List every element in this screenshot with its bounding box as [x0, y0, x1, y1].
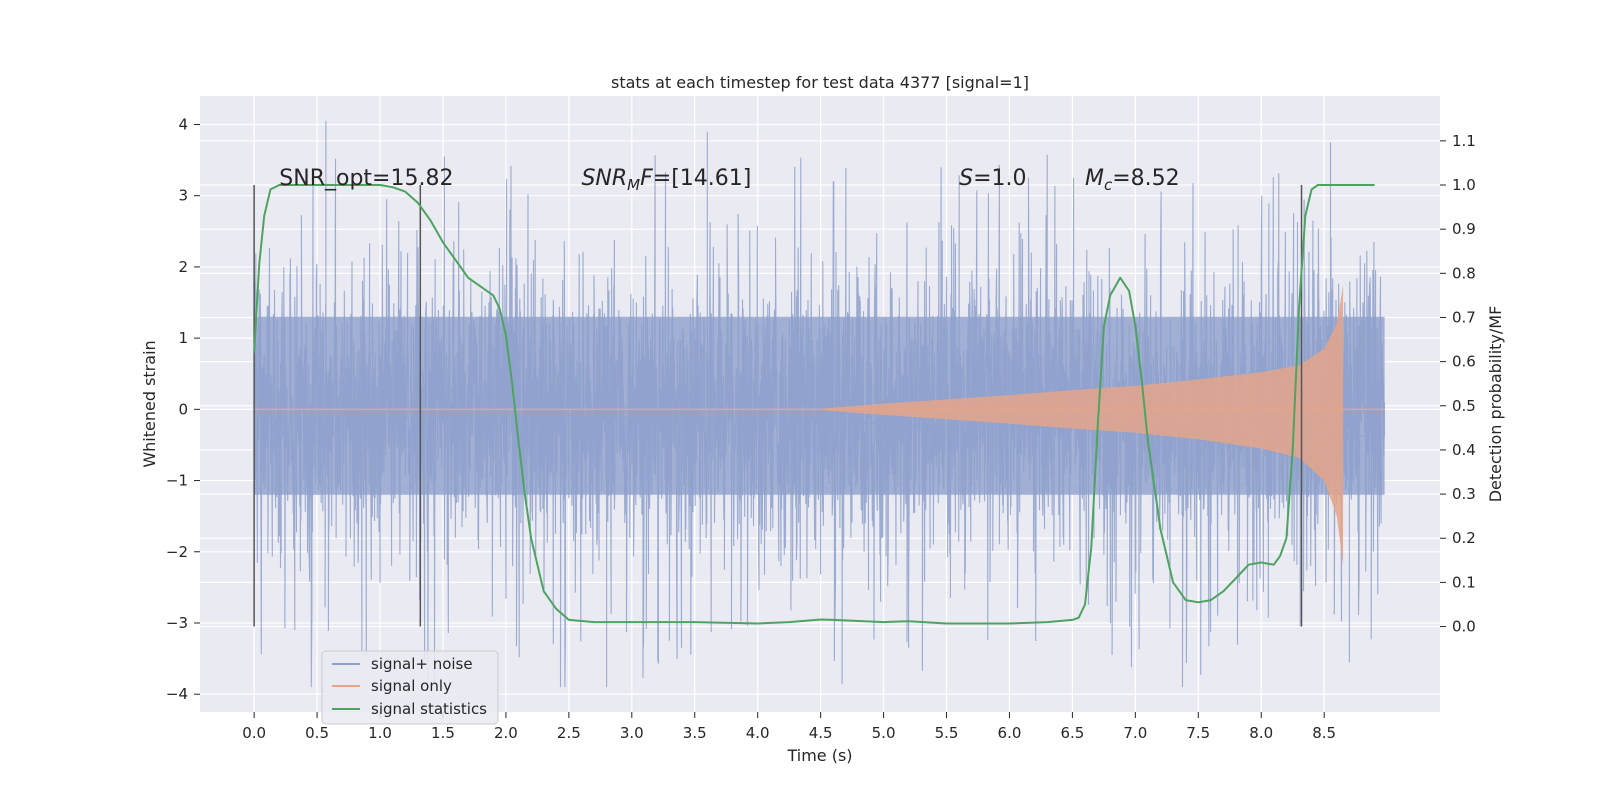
x-tick-label: 8.0	[1249, 724, 1273, 742]
y-left-tick-label: 3	[178, 187, 188, 205]
annotation-snr-mf: SNRMF=[14.61]	[581, 166, 751, 194]
x-tick-label: 0.5	[305, 724, 329, 742]
y-right-tick-label: 0.6	[1452, 353, 1476, 371]
y-right-tick-label: 0.4	[1452, 441, 1476, 459]
stats-line	[253, 184, 1375, 625]
x-tick-label: 6.0	[998, 724, 1022, 742]
x-tick-labels: 0.0 0.5 1.0 1.5 2.0 2.5 3.0 3.5 4.0 4.5 5.0 5.5 6.0 6…	[242, 712, 1336, 742]
y-left-tick-label: −2	[166, 543, 188, 561]
noise-line	[253, 120, 1385, 688]
y-right-tick-label: 0.9	[1452, 220, 1476, 238]
annotation-snr-opt: SNR_opt=15.82	[279, 166, 453, 191]
x-tick-label: 3.5	[683, 724, 707, 742]
x-tick-label: 2.0	[494, 724, 518, 742]
y-right-tick-label: 0.7	[1452, 308, 1476, 326]
y-left-tick-label: 4	[178, 115, 188, 133]
x-tick-label: 7.0	[1123, 724, 1147, 742]
y-left-tick-label: 2	[178, 258, 188, 276]
y-left-tick-label: 0	[178, 400, 188, 418]
x-tick-label: 5.5	[935, 724, 959, 742]
y-right-axis-label: Detection probability/MF	[1486, 306, 1505, 503]
y-right-tick-label: 0.8	[1452, 264, 1476, 282]
y-right-tick-label: 0.5	[1452, 397, 1476, 415]
y-right-tick-label: 0.3	[1452, 485, 1476, 503]
signal-envelope	[820, 284, 1344, 566]
x-axis-label: Time (s)	[786, 746, 852, 765]
x-tick-label: 4.5	[809, 724, 833, 742]
x-tick-label: 4.0	[746, 724, 770, 742]
legend-label-signal: signal only	[371, 677, 452, 695]
series-signal-statistics	[253, 184, 1375, 625]
x-tick-label: 5.0	[872, 724, 896, 742]
x-tick-label: 1.0	[368, 724, 392, 742]
x-tick-label: 1.5	[431, 724, 455, 742]
legend-label-noise: signal+ noise	[371, 655, 473, 673]
y-left-tick-label: 1	[178, 329, 188, 347]
y-right-tick-label: 1.1	[1452, 132, 1476, 150]
y-right-tick-labels: 1.1 1.0 0.9 0.8 0.7 0.6 0.5 0.4 0.3 0.2 0.1 0.0	[1440, 132, 1476, 636]
annotations: SNR_opt=15.82 SNRMF=[14.61] S=1.0 Mc=8.52	[279, 166, 1179, 194]
series-signal-only	[254, 284, 1385, 566]
legend: signal+ noise signal only signal statist…	[321, 650, 499, 725]
y-left-axis-label: Whitened strain	[140, 340, 159, 467]
x-tick-label: 0.0	[242, 724, 266, 742]
annotation-s-value: S=1.0	[959, 166, 1026, 191]
y-right-tick-label: 1.0	[1452, 176, 1476, 194]
y-left-tick-label: −4	[166, 685, 188, 703]
y-left-tick-label: −3	[166, 614, 188, 632]
y-left-tick-labels: 4 3 2 1 0 −1 −2 −3 −4	[166, 115, 200, 703]
x-tick-label: 2.5	[557, 724, 581, 742]
y-right-tick-label: 0.1	[1452, 573, 1476, 591]
x-tick-label: 8.5	[1312, 724, 1336, 742]
chart-title: stats at each timestep for test data 437…	[611, 73, 1029, 92]
annotation-chirp-mass: Mc=8.52	[1085, 166, 1180, 194]
y-right-tick-label: 0.2	[1452, 529, 1476, 547]
y-right-tick-label: 0.0	[1452, 618, 1476, 636]
legend-box	[321, 650, 499, 725]
x-tick-label: 7.5	[1186, 724, 1210, 742]
x-tick-label: 3.0	[620, 724, 644, 742]
legend-label-stats: signal statistics	[371, 700, 487, 718]
x-tick-label: 6.5	[1060, 724, 1084, 742]
y-left-tick-label: −1	[166, 472, 188, 490]
